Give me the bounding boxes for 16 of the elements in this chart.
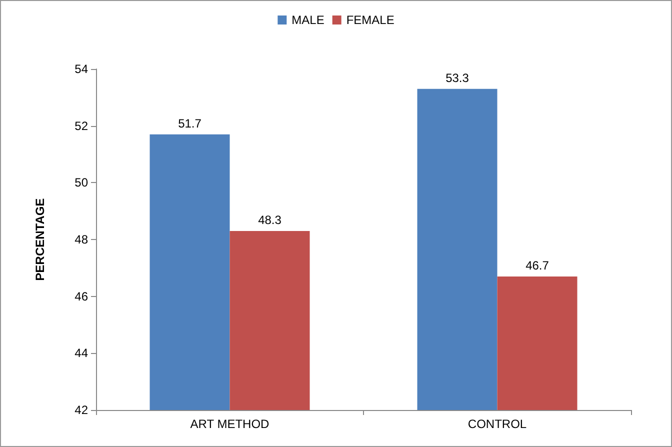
legend-label: MALE <box>292 13 324 27</box>
data-label: 51.7 <box>178 116 202 130</box>
x-tick-label: CONTROL <box>468 417 527 431</box>
y-tick-label: 48 <box>74 232 88 246</box>
y-tick-label: 54 <box>74 62 88 76</box>
legend-label: FEMALE <box>346 13 394 27</box>
x-tick-label: ART METHOD <box>190 417 270 431</box>
y-tick-label: 52 <box>74 118 88 133</box>
data-label: 46.7 <box>526 258 550 272</box>
data-label: 53.3 <box>446 70 470 85</box>
y-tick-label: 42 <box>74 403 88 417</box>
y-tick-label: 46 <box>74 289 88 304</box>
y-tick-label: 44 <box>74 346 88 360</box>
data-label: 48.3 <box>258 212 282 227</box>
y-tick-label: 50 <box>74 176 88 190</box>
y-axis-title: PERCENTAGE <box>33 198 47 281</box>
